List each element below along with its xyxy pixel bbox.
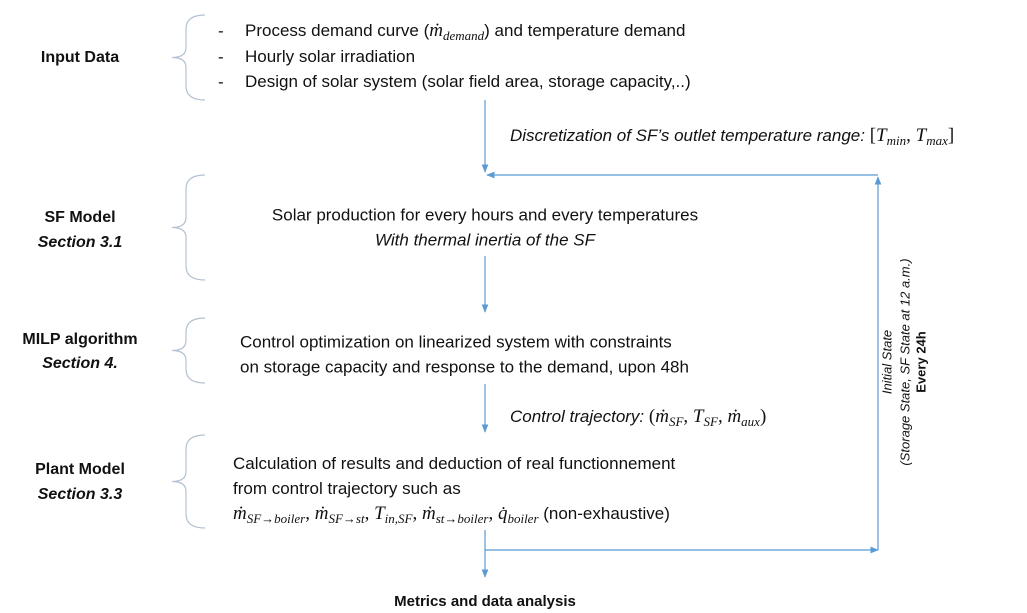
- text-segment: [: [870, 125, 876, 146]
- text-segment: ,: [488, 503, 498, 524]
- stage-section: Section 3.3: [38, 486, 123, 503]
- feedback-period: Every 24h: [913, 331, 928, 392]
- text-segment: ,: [412, 503, 422, 524]
- stage-text: With thermal inertia of the SF: [375, 230, 597, 249]
- text-segment: SF: [669, 414, 685, 429]
- text-segment: (: [649, 406, 655, 427]
- stage-section: Section 3.1: [38, 234, 123, 251]
- output: Metrics and data analysis: [394, 593, 576, 610]
- text-segment: ,: [906, 125, 916, 146]
- text-segment: T: [916, 125, 928, 146]
- text-segment: ṁ: [429, 20, 443, 41]
- text-segment: T: [374, 503, 386, 524]
- text-segment: ): [760, 406, 766, 427]
- bullet: -: [218, 21, 224, 40]
- stage-text: on storage capacity and response to the …: [240, 357, 689, 376]
- text-segment: in,SF: [385, 511, 414, 526]
- bullet: -: [218, 72, 224, 91]
- text-segment: Hourly solar irradiation: [245, 47, 415, 66]
- bullet: -: [218, 47, 224, 66]
- feedback-detail: (Storage State, SF State at 12 a.m.): [897, 258, 912, 465]
- discretization: Discretization of SF’s outlet temperatur…: [510, 125, 954, 148]
- text-segment: Process demand curve (: [245, 21, 430, 40]
- text-segment: ,: [365, 503, 375, 524]
- text-segment: Control trajectory:: [510, 407, 649, 426]
- stage-text: Control optimization on linearized syste…: [240, 332, 672, 351]
- text-segment: q̇: [498, 503, 508, 524]
- stage-section: Section 4.: [42, 355, 118, 372]
- stage-label: SF Model: [44, 209, 115, 226]
- text-segment: Discretization of SF’s outlet temperatur…: [510, 126, 870, 145]
- text-segment: min: [887, 133, 907, 148]
- brace: [171, 174, 206, 281]
- stage-label: Input Data: [41, 49, 119, 66]
- brace: [171, 317, 206, 384]
- brace: [171, 434, 206, 529]
- text-segment: Calculation of results and deduction of …: [233, 454, 676, 473]
- braces: [171, 14, 206, 529]
- input-item: Hourly solar irradiation: [245, 47, 415, 66]
- text-segment: SF→st: [328, 511, 365, 526]
- text-segment: st→boiler: [436, 511, 490, 526]
- stage-text: from control trajectory such as: [233, 479, 461, 498]
- input-item: Process demand curve (ṁdemand) and tempe…: [245, 20, 685, 43]
- text-segment: aux: [741, 414, 760, 429]
- text-segment: (non-exhaustive): [539, 504, 670, 523]
- text-segment: demand: [443, 28, 485, 43]
- text-segment: ,: [718, 406, 728, 427]
- brace: [171, 14, 206, 101]
- stage-label: MILP algorithm: [22, 331, 137, 348]
- feedback-state: Initial State: [879, 330, 894, 394]
- text-segment: from control trajectory such as: [233, 479, 461, 498]
- text-segment: ṁ: [315, 503, 329, 524]
- text-segment: ṁ: [233, 503, 247, 524]
- text-segment: ṁ: [655, 406, 669, 427]
- text-segment: ṁ: [727, 406, 741, 427]
- text-segment: ,: [683, 406, 693, 427]
- text-segment: max: [926, 133, 948, 148]
- text-segment: ṁ: [422, 503, 436, 524]
- text-segment: Design of solar system (solar field area…: [245, 72, 691, 91]
- text-segment: T: [876, 125, 888, 146]
- stage-text: Solar production for every hours and eve…: [272, 205, 698, 224]
- flow-arrows: [481, 100, 882, 578]
- text-segment: ]: [948, 125, 954, 146]
- text-segment: ,: [305, 503, 315, 524]
- control-trajectory: Control trajectory: (ṁSF, TSF, ṁaux): [510, 406, 766, 429]
- text-segment: ) and temperature demand: [484, 21, 685, 40]
- text-segment: T: [693, 406, 705, 427]
- text-segment: SF→boiler: [247, 511, 306, 526]
- input-item: Design of solar system (solar field area…: [245, 72, 691, 91]
- stage-text: ṁSF→boiler, ṁSF→st, Tin,SF, ṁst→boiler, …: [233, 503, 670, 526]
- text-segment: SF: [703, 414, 719, 429]
- text-segment: boiler: [507, 511, 539, 526]
- stage-label: Plant Model: [35, 461, 125, 478]
- stage-text: Calculation of results and deduction of …: [233, 454, 676, 473]
